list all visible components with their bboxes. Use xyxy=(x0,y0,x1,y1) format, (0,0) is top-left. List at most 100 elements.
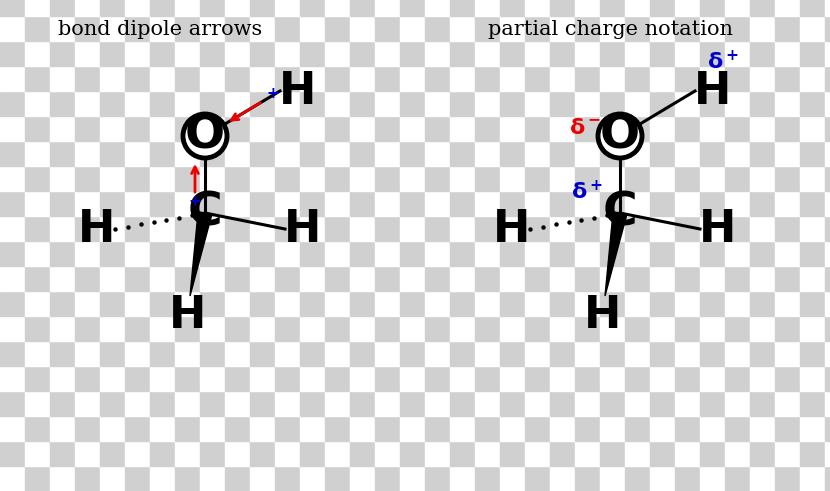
Bar xyxy=(325,0,350,16)
Bar xyxy=(275,366,300,391)
Bar xyxy=(325,466,350,491)
Bar xyxy=(300,316,325,341)
Bar xyxy=(825,441,830,466)
Bar xyxy=(425,141,450,166)
Text: H: H xyxy=(285,208,322,250)
Bar xyxy=(350,141,375,166)
Bar xyxy=(200,391,225,416)
Bar xyxy=(300,66,325,91)
Bar xyxy=(550,341,575,366)
Text: H: H xyxy=(169,295,207,337)
Bar xyxy=(600,441,625,466)
Bar xyxy=(375,216,400,241)
Bar xyxy=(800,166,825,191)
Bar xyxy=(125,41,150,66)
Bar xyxy=(750,466,775,491)
Bar xyxy=(75,0,100,16)
Bar xyxy=(25,466,50,491)
Bar xyxy=(25,391,50,416)
Bar xyxy=(750,366,775,391)
Bar xyxy=(400,391,425,416)
Bar xyxy=(300,191,325,216)
Bar xyxy=(375,266,400,291)
Bar xyxy=(375,0,400,16)
Bar xyxy=(675,91,700,116)
Bar xyxy=(375,116,400,141)
Bar xyxy=(400,116,425,141)
Bar xyxy=(675,391,700,416)
Bar xyxy=(375,366,400,391)
Bar xyxy=(800,391,825,416)
Bar xyxy=(775,366,800,391)
Bar xyxy=(725,16,750,41)
Bar xyxy=(700,191,725,216)
Bar xyxy=(400,291,425,316)
Bar xyxy=(600,0,625,16)
Bar xyxy=(0,241,25,266)
Bar xyxy=(75,216,100,241)
Bar xyxy=(700,16,725,41)
Bar xyxy=(250,16,275,41)
Bar xyxy=(275,141,300,166)
Bar xyxy=(225,166,250,191)
Bar xyxy=(0,41,25,66)
Bar xyxy=(275,216,300,241)
Bar xyxy=(775,391,800,416)
Bar xyxy=(475,16,500,41)
Bar xyxy=(150,241,175,266)
Bar xyxy=(825,291,830,316)
Bar xyxy=(25,116,50,141)
Bar xyxy=(275,291,300,316)
Bar xyxy=(725,116,750,141)
Bar xyxy=(825,266,830,291)
Bar xyxy=(175,216,200,241)
Bar xyxy=(75,466,100,491)
Bar xyxy=(0,0,25,16)
Bar xyxy=(525,216,550,241)
Bar xyxy=(825,141,830,166)
Bar xyxy=(675,466,700,491)
Bar xyxy=(150,291,175,316)
Bar xyxy=(500,291,525,316)
Bar xyxy=(425,241,450,266)
Bar xyxy=(600,116,625,141)
Bar xyxy=(750,416,775,441)
Bar xyxy=(625,466,650,491)
Bar xyxy=(425,366,450,391)
Bar xyxy=(50,141,75,166)
Bar xyxy=(425,291,450,316)
Bar xyxy=(350,466,375,491)
Bar xyxy=(250,66,275,91)
Bar xyxy=(400,241,425,266)
Bar xyxy=(750,341,775,366)
Bar xyxy=(475,216,500,241)
Bar xyxy=(475,316,500,341)
Bar xyxy=(50,441,75,466)
Bar xyxy=(825,41,830,66)
Bar xyxy=(725,391,750,416)
Text: $\mathbf{\delta^-}$: $\mathbf{\delta^-}$ xyxy=(569,118,601,138)
Bar xyxy=(700,66,725,91)
Bar xyxy=(225,341,250,366)
Bar xyxy=(250,266,275,291)
Bar xyxy=(375,416,400,441)
Bar xyxy=(450,66,475,91)
Bar xyxy=(600,241,625,266)
Bar xyxy=(225,366,250,391)
Bar xyxy=(775,466,800,491)
Bar xyxy=(525,266,550,291)
Bar xyxy=(225,266,250,291)
Bar xyxy=(75,91,100,116)
Bar xyxy=(250,466,275,491)
Bar xyxy=(75,16,100,41)
Bar xyxy=(525,441,550,466)
Bar xyxy=(150,116,175,141)
Bar xyxy=(225,0,250,16)
Bar xyxy=(725,191,750,216)
Bar xyxy=(100,466,125,491)
Bar xyxy=(150,41,175,66)
Bar xyxy=(175,91,200,116)
Bar xyxy=(775,266,800,291)
Bar xyxy=(50,41,75,66)
Bar xyxy=(575,266,600,291)
